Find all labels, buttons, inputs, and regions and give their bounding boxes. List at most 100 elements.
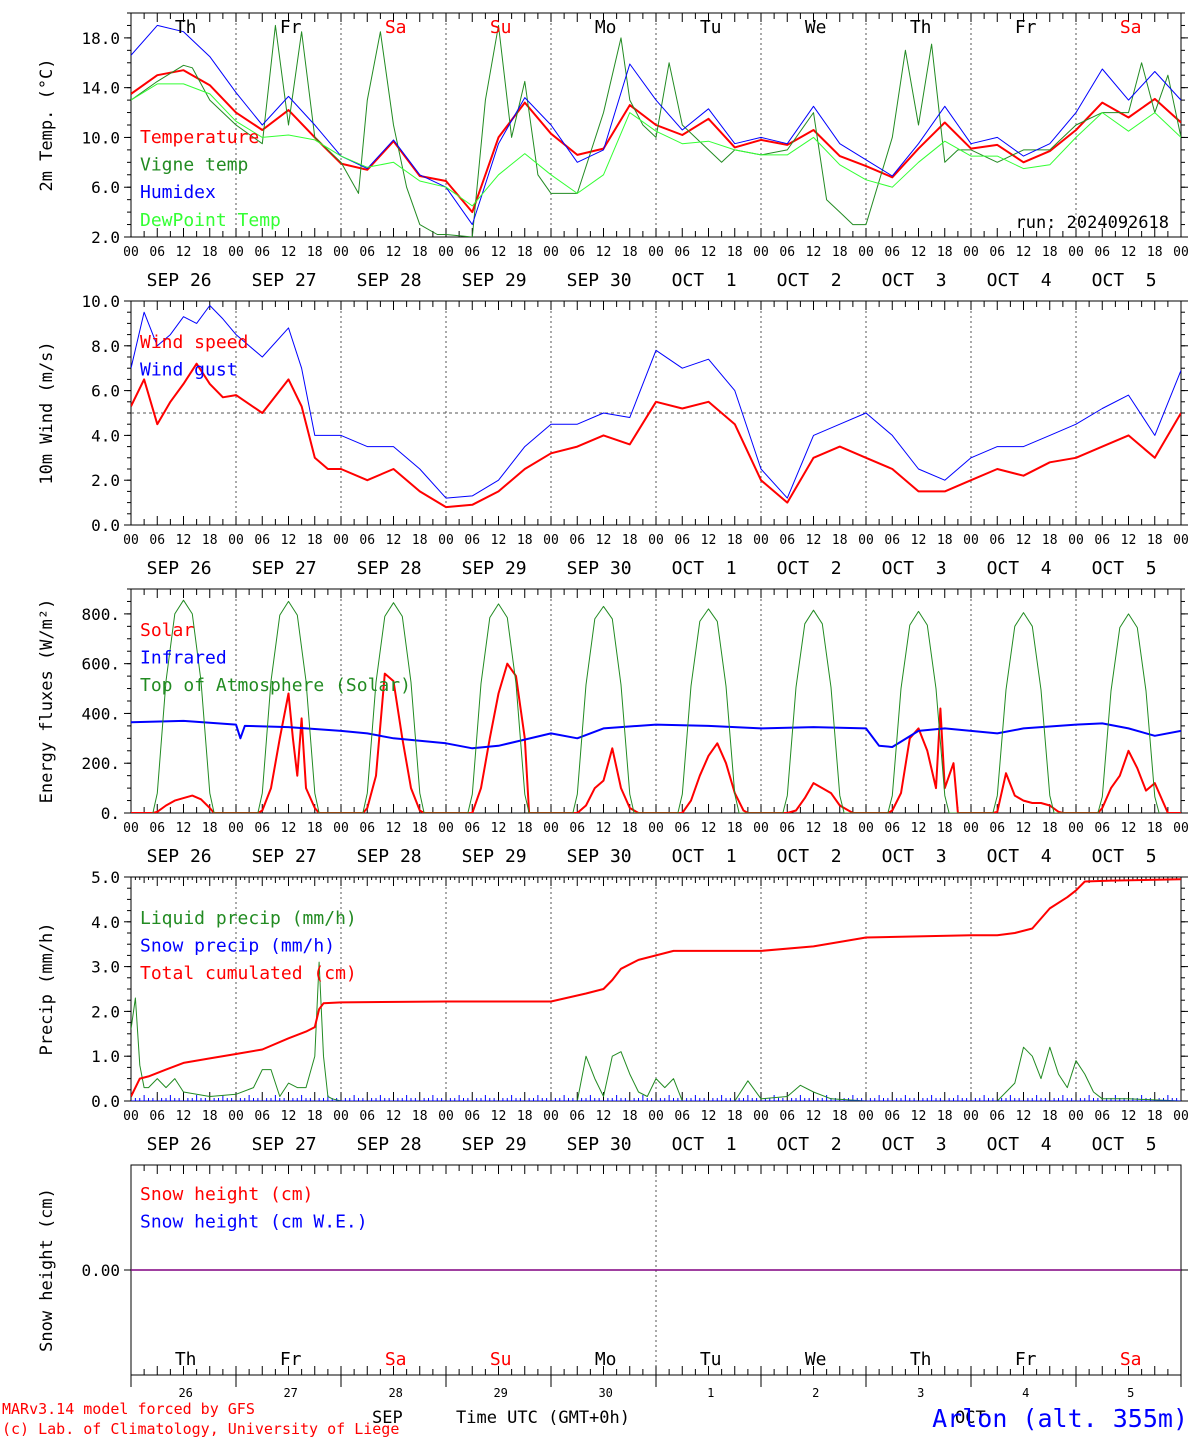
y-tick-label: 3.0: [91, 958, 120, 977]
x-hour-label: 18: [727, 821, 743, 836]
y-tick-label: 5.0: [91, 868, 120, 887]
x-hour-label: 06: [674, 533, 690, 548]
x-hour-label: 18: [1042, 821, 1058, 836]
y-tick-label: 2.0: [91, 471, 120, 490]
x-hour-label: 06: [149, 533, 165, 548]
x-hour-label: 18: [202, 245, 218, 260]
y-tick-label: 6.0: [91, 178, 120, 197]
day-number-label: 26: [178, 1386, 192, 1400]
weekday-label: Th: [175, 17, 197, 38]
y-tick-label: 0.0: [91, 1092, 120, 1111]
weekday-label: Su: [490, 1349, 512, 1370]
x-hour-label: 06: [779, 1109, 795, 1124]
x-hour-label: 06: [464, 533, 480, 548]
y-tick-label: 6.0: [91, 382, 120, 401]
series-line-top-of-atmosphere-solar-: [152, 599, 1160, 813]
x-hour-label: 18: [1042, 245, 1058, 260]
x-date-label: SEP 27: [252, 846, 317, 867]
x-hour-label: 06: [884, 533, 900, 548]
day-number-label: 3: [917, 1386, 924, 1400]
series-line-humidex: [131, 24, 1181, 226]
x-hour-label: 18: [202, 821, 218, 836]
x-hour-label: 12: [701, 821, 717, 836]
y-tick-label: 14.0: [81, 79, 120, 98]
x-hour-label: 18: [412, 245, 428, 260]
weekday-label: Su: [490, 17, 512, 38]
x-hour-label: 12: [806, 245, 822, 260]
x-date-label: OCT 1: [672, 846, 737, 867]
weekday-label: Fr: [280, 1349, 302, 1370]
y-tick-label: 1.0: [91, 1047, 120, 1066]
y-tick-label: 4.0: [91, 913, 120, 932]
x-hour-label: 18: [1042, 533, 1058, 548]
legend-entry: Total cumulated (cm): [140, 963, 357, 984]
x-date-label: SEP 26: [147, 1134, 212, 1155]
x-hour-label: 18: [832, 1109, 848, 1124]
x-hour-label: 12: [701, 533, 717, 548]
x-date-label: SEP 26: [147, 846, 212, 867]
x-hour-label: 18: [1147, 821, 1163, 836]
x-hour-label: 06: [359, 245, 375, 260]
x-hour-label: 06: [884, 821, 900, 836]
y-tick-label: 200.: [81, 754, 120, 773]
x-hour-label: 18: [622, 821, 638, 836]
weekday-label: Th: [910, 1349, 932, 1370]
x-hour-label: 12: [176, 533, 192, 548]
x-hour-label: 18: [307, 1109, 323, 1124]
x-hour-label: 12: [491, 533, 507, 548]
x-hour-label: 12: [281, 1109, 297, 1124]
weekday-label: Th: [910, 17, 932, 38]
x-hour-label: 00: [648, 533, 664, 548]
x-hour-label: 06: [989, 533, 1005, 548]
x-date-label: OCT 3: [882, 558, 947, 579]
y-tick-label: 10.0: [81, 292, 120, 311]
x-hour-label: 06: [149, 821, 165, 836]
x-hour-label: 18: [727, 245, 743, 260]
x-hour-label: 18: [622, 245, 638, 260]
x-hour-label: 18: [412, 533, 428, 548]
x-date-label: SEP 27: [252, 270, 317, 291]
day-number-label: 4: [1022, 1386, 1029, 1400]
x-hour-label: 00: [228, 245, 244, 260]
x-hour-label: 06: [359, 821, 375, 836]
x-hour-label: 00: [1068, 821, 1084, 836]
y-tick-label: 800.: [81, 605, 120, 624]
lab-credit: (c) Lab. of Climatology, University of L…: [2, 1420, 399, 1438]
x-hour-label: 06: [464, 245, 480, 260]
x-hour-label: 12: [491, 821, 507, 836]
x-hour-label: 12: [1016, 533, 1032, 548]
x-hour-label: 06: [884, 245, 900, 260]
x-hour-label: 18: [1147, 533, 1163, 548]
x-hour-label: 12: [701, 1109, 717, 1124]
x-hour-label: 18: [1147, 245, 1163, 260]
y-tick-label: 4.0: [91, 426, 120, 445]
grid-layer: [124, 12, 1188, 1387]
day-number-label: 29: [493, 1386, 507, 1400]
x-hour-label: 06: [989, 821, 1005, 836]
weekday-label: Sa: [1120, 1349, 1142, 1370]
y-tick-label: 2.0: [91, 1002, 120, 1021]
footer: MARv3.14 model forced by GFS (c) Lab. of…: [2, 1400, 1188, 1438]
y-tick-label: 8.0: [91, 337, 120, 356]
x-date-label: SEP 29: [462, 846, 527, 867]
x-date-label: OCT 2: [777, 270, 842, 291]
x-hour-label: 00: [1173, 1109, 1189, 1124]
x-date-label: OCT 5: [1092, 846, 1157, 867]
x-date-label: OCT 5: [1092, 270, 1157, 291]
x-hour-label: 12: [1016, 245, 1032, 260]
x-hour-label: 12: [701, 245, 717, 260]
legend-entry: Snow height (cm W.E.): [140, 1212, 368, 1233]
x-date-label: OCT 5: [1092, 558, 1157, 579]
x-date-label: SEP 30: [567, 558, 632, 579]
run-label: run: 2024092618: [1015, 213, 1169, 233]
x-hour-label: 06: [569, 533, 585, 548]
x-hour-label: 06: [569, 1109, 585, 1124]
x-hour-label: 06: [254, 245, 270, 260]
x-hour-label: 00: [1068, 245, 1084, 260]
x-hour-label: 00: [963, 1109, 979, 1124]
weekday-label: Sa: [385, 17, 407, 38]
x-hour-label: 00: [1068, 1109, 1084, 1124]
x-hour-label: 18: [622, 1109, 638, 1124]
x-hour-label: 12: [176, 1109, 192, 1124]
